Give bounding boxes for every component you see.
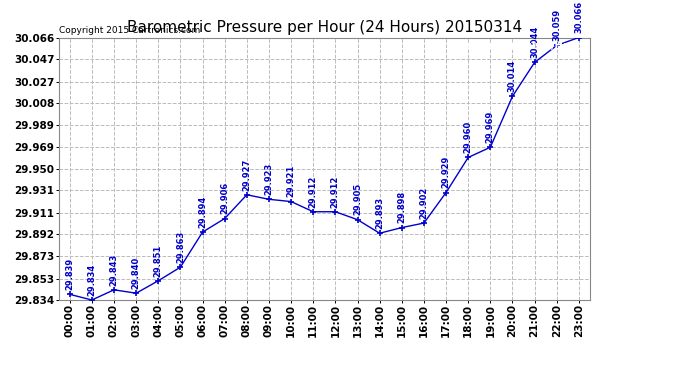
Text: 30.059: 30.059	[552, 9, 561, 41]
Text: 29.863: 29.863	[176, 231, 185, 263]
Text: 29.929: 29.929	[442, 156, 451, 188]
Text: 29.898: 29.898	[397, 191, 406, 224]
Text: 30.066: 30.066	[574, 1, 583, 33]
Text: 29.839: 29.839	[66, 258, 75, 290]
Title: Barometric Pressure per Hour (24 Hours) 20150314: Barometric Pressure per Hour (24 Hours) …	[127, 20, 522, 35]
Text: 29.851: 29.851	[154, 244, 163, 277]
Text: 29.912: 29.912	[331, 175, 340, 208]
Text: 29.902: 29.902	[420, 187, 428, 219]
Text: 29.893: 29.893	[375, 197, 384, 229]
Text: 30.014: 30.014	[508, 60, 517, 92]
Text: 29.969: 29.969	[486, 111, 495, 143]
Text: 29.923: 29.923	[264, 163, 273, 195]
Text: 29.927: 29.927	[242, 158, 251, 190]
Text: 29.843: 29.843	[110, 254, 119, 286]
Text: 29.834: 29.834	[88, 264, 97, 296]
Text: 29.906: 29.906	[220, 182, 229, 214]
Text: Copyright 2015 Cartronics.com: Copyright 2015 Cartronics.com	[59, 26, 200, 35]
Text: 29.921: 29.921	[286, 165, 295, 197]
Text: 29.912: 29.912	[308, 175, 317, 208]
Text: 29.960: 29.960	[464, 121, 473, 153]
Text: 30.044: 30.044	[530, 26, 539, 58]
Text: 29.905: 29.905	[353, 183, 362, 216]
Text: 29.894: 29.894	[198, 196, 207, 228]
Text: 29.840: 29.840	[132, 257, 141, 289]
